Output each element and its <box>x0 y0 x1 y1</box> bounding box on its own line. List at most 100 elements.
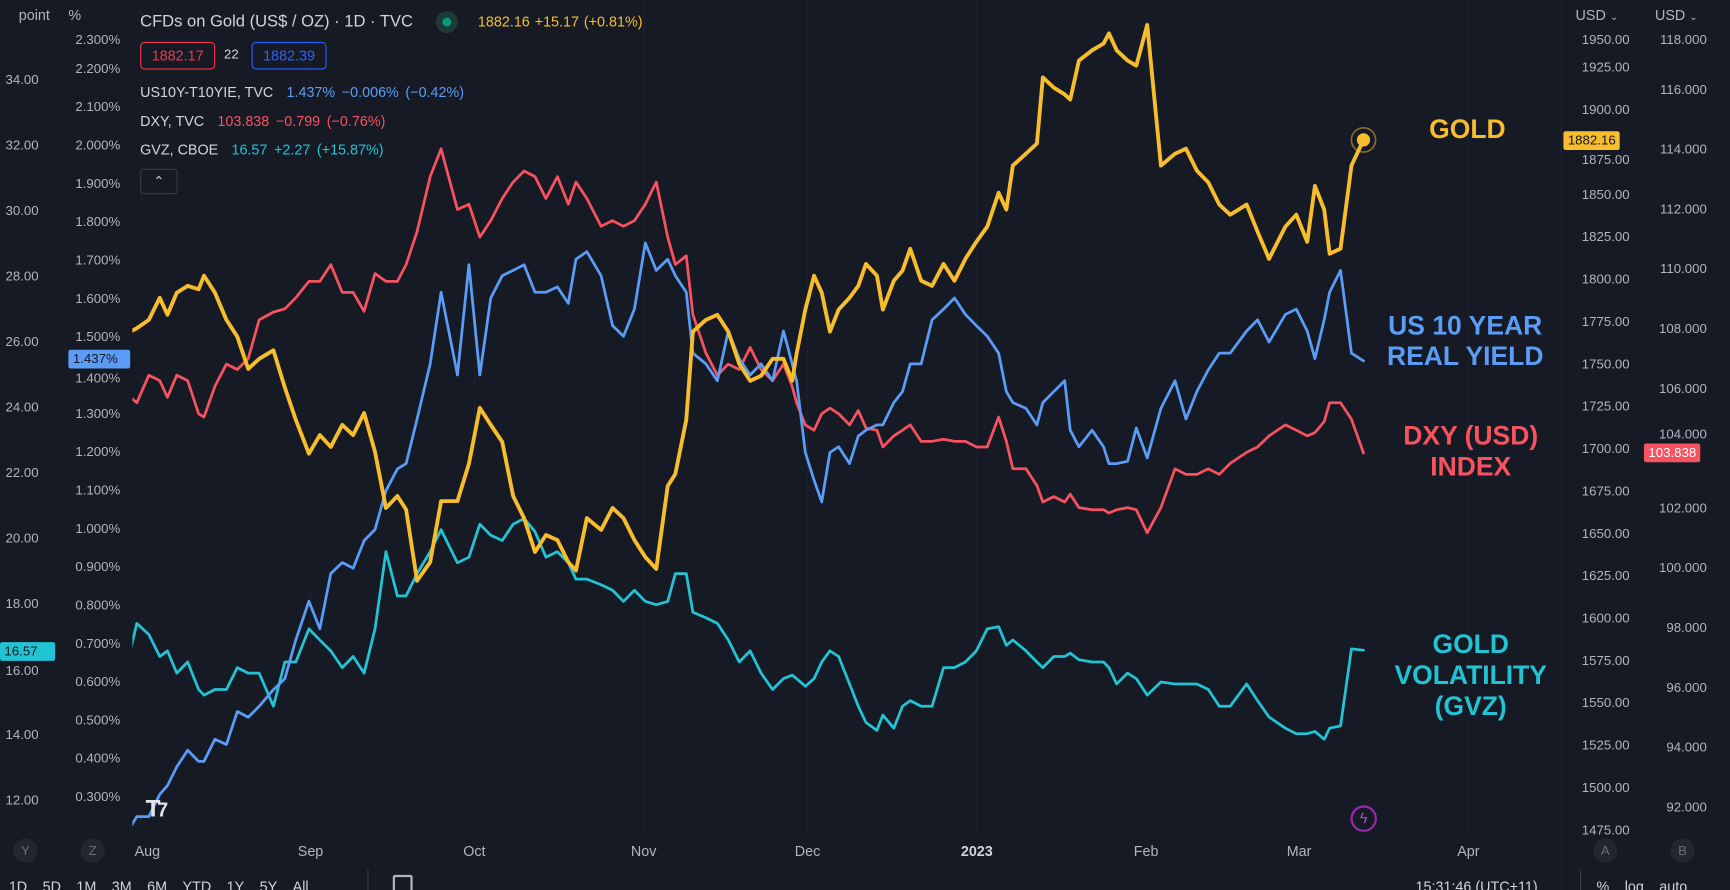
range-ytd[interactable]: YTD <box>182 878 212 890</box>
z-axis-button[interactable]: Z <box>80 838 105 863</box>
dxy-axis-currency-dropdown[interactable]: USD ⌄ <box>1655 7 1698 24</box>
pt-axis-tick-label: 20.00 <box>6 530 39 545</box>
pct-axis-tick-label: 0.900% <box>75 559 120 574</box>
gold-last-point-halo <box>1350 126 1377 153</box>
annotation-gold: GOLD <box>1401 115 1533 146</box>
annotation-line: VOLATILITY <box>1394 660 1547 691</box>
dxy-axis-tick-label: 102.000 <box>1659 500 1707 515</box>
gold-axis-tick-label: 1725.00 <box>1582 399 1630 414</box>
x-axis-tick-label: Dec <box>795 844 820 860</box>
range-3m[interactable]: 3M <box>111 878 132 890</box>
calendar-icon[interactable] <box>392 874 413 890</box>
clock-time[interactable]: 15:31:46 (UTC+11) <box>1415 878 1538 890</box>
log-toggle[interactable]: log <box>1624 878 1644 890</box>
pt-axis-tick-label: 24.00 <box>6 399 39 414</box>
gold-axis-currency-dropdown[interactable]: USD ⌄ <box>1576 7 1619 24</box>
range-5y[interactable]: 5Y <box>259 878 278 890</box>
gold-axis-tick-label: 1500.00 <box>1582 780 1630 795</box>
annotation-us10y: US 10 YEAR REAL YIELD <box>1371 311 1559 373</box>
gold-axis-tick-label: 1650.00 <box>1582 526 1630 541</box>
x-axis-tick-label: 2023 <box>961 844 993 860</box>
annotation-line: US 10 YEAR <box>1388 311 1543 341</box>
legend-change-pct: (−0.76%) <box>326 112 386 130</box>
y-axis-button[interactable]: Y <box>13 838 38 863</box>
sell-button[interactable]: 1882.17 <box>140 41 216 70</box>
legend-row-dxy[interactable]: DXY, TVC 103.838 −0.799 (−0.76%) <box>140 113 392 130</box>
annotation-line: DXY (USD) <box>1403 421 1539 452</box>
toolbar-divider <box>367 869 369 890</box>
scale-options: % log auto <box>1597 878 1703 890</box>
legend-row-us10y[interactable]: US10Y-T10YIE, TVC 1.437% −0.006% (−0.42%) <box>140 84 471 101</box>
dxy-axis-tick-label: 116.000 <box>1660 82 1707 97</box>
collapse-legend-button[interactable]: ⌃ <box>140 168 178 195</box>
legend-row-gvz[interactable]: GVZ, CBOE 16.57 +2.27 (+15.87%) <box>140 141 390 158</box>
dxy-axis-tick-label: 118.000 <box>1660 32 1707 47</box>
gold-axis-tick-label: 1750.00 <box>1582 356 1630 371</box>
pt-axis-tick-label: 32.00 <box>6 137 39 152</box>
chevron-down-icon: ⌄ <box>1609 11 1619 23</box>
gold-axis-tick-label: 1625.00 <box>1582 568 1630 583</box>
pct-axis-tick-label: 0.400% <box>75 751 120 766</box>
main-series-last: 1882.16 <box>477 13 530 31</box>
chevron-up-icon: ⌃ <box>153 173 165 189</box>
annotation-line: (GVZ) <box>1434 691 1507 722</box>
pt-axis-tick-label: 18.00 <box>6 596 39 611</box>
gold-axis-tick-label: 1575.00 <box>1582 653 1630 668</box>
legend-change-pct: (−0.42%) <box>405 83 465 101</box>
dxy-axis-tick-label: 112.000 <box>1660 201 1707 216</box>
gold-axis-tick-label: 1550.00 <box>1582 695 1630 710</box>
lightning-icon[interactable]: ϟ <box>1350 805 1377 832</box>
range-toolbar: 1D 5D 1M 3M 6M YTD 1Y 5Y All <box>9 878 324 890</box>
chevron-down-icon: ⌄ <box>1689 11 1698 23</box>
legend-symbol: GVZ, CBOE <box>140 141 219 158</box>
gold-axis-tick-label: 1475.00 <box>1582 822 1630 837</box>
range-1d[interactable]: 1D <box>8 878 28 890</box>
auto-toggle[interactable]: auto <box>1659 878 1688 890</box>
gold-axis-tick-label: 1875.00 <box>1582 152 1630 167</box>
x-axis-tick-label: Feb <box>1134 844 1159 860</box>
x-axis-tick-label: Oct <box>463 844 485 860</box>
pt-axis-tick-label: 26.00 <box>6 334 39 349</box>
gold-last-point-marker <box>1356 133 1371 147</box>
gold-axis-tick-label: 1825.00 <box>1582 229 1630 244</box>
dxy-axis-tick-label: 114.000 <box>1660 142 1707 157</box>
buy-button[interactable]: 1882.39 <box>251 41 327 70</box>
pct-axis-tick-label: 0.300% <box>75 789 120 804</box>
legend-change: +2.27 <box>274 141 311 158</box>
pct-axis-tick-label: 0.700% <box>75 636 120 651</box>
gold-axis-tick-label: 1850.00 <box>1582 187 1630 202</box>
gold-axis-tick-label: 1925.00 <box>1582 60 1630 75</box>
dxy-axis-tick-label: 100.000 <box>1659 560 1707 575</box>
market-status-icon <box>435 11 458 34</box>
main-series-change-pct: (+0.81%) <box>583 13 643 31</box>
spread-value: 22 <box>223 46 239 62</box>
range-1m[interactable]: 1M <box>76 878 97 890</box>
pct-axis-tick-label: 1.300% <box>75 406 120 421</box>
b-axis-button[interactable]: B <box>1670 838 1695 863</box>
tradingview-logo[interactable]: T7 <box>145 794 169 822</box>
a-axis-button[interactable]: A <box>1593 838 1618 863</box>
range-all[interactable]: All <box>292 878 309 890</box>
range-6m[interactable]: 6M <box>147 878 168 890</box>
pct-axis-tick-label: 0.600% <box>75 674 120 689</box>
gold-price-badge: 1882.16 <box>1563 131 1621 151</box>
legend-last: 103.838 <box>217 112 270 130</box>
legend-symbol: DXY, TVC <box>140 112 205 130</box>
dxy-series-line <box>132 147 1365 535</box>
main-series-legend[interactable]: CFDs on Gold (US$ / OZ) · 1D · TVC 1882.… <box>140 11 643 34</box>
range-1y[interactable]: 1Y <box>226 878 245 890</box>
legend-last: 1.437% <box>286 83 336 101</box>
x-axis-tick-label: Sep <box>298 844 324 860</box>
pct-axis-tick-label: 1.700% <box>75 252 120 267</box>
gold-axis-tick-label: 1775.00 <box>1582 314 1630 329</box>
range-5d[interactable]: 5D <box>42 878 61 890</box>
percent-toggle[interactable]: % <box>1596 878 1610 890</box>
legend-change-pct: (+15.87%) <box>316 141 384 158</box>
x-axis-tick-label: Mar <box>1287 844 1312 860</box>
pt-axis-tick-label: 22.00 <box>6 465 39 480</box>
pct-axis-tick-label: 1.600% <box>75 291 120 306</box>
gold-axis-tick-label: 1950.00 <box>1582 32 1630 47</box>
annotation-line: INDEX <box>1430 452 1512 483</box>
